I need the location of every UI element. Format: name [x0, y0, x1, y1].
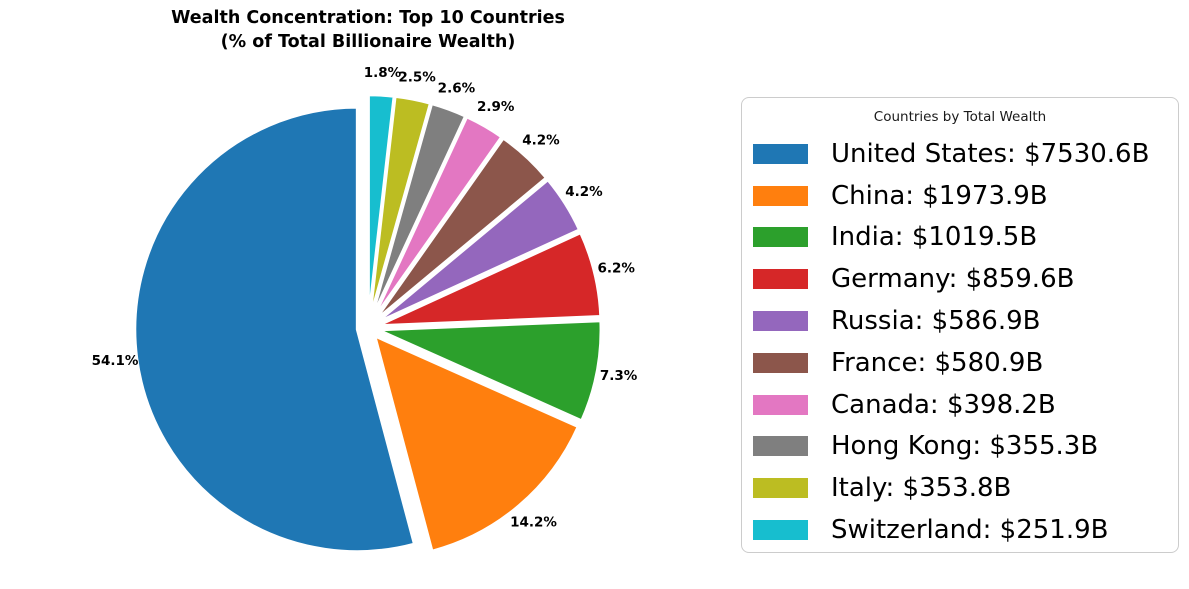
- legend-item-india: India: $1019.5B: [742, 217, 1178, 259]
- legend-swatch: [753, 394, 808, 415]
- legend-item-united-states: United States: $7530.6B: [742, 133, 1178, 175]
- pct-label-united-states: 54.1%: [92, 353, 139, 369]
- legend-swatch: [753, 311, 808, 332]
- legend-swatch: [753, 269, 808, 290]
- chart-title-line2: (% of Total Billionaire Wealth): [220, 31, 516, 52]
- pie-slice-china: [373, 335, 580, 553]
- pct-label-india: 7.3%: [600, 368, 638, 384]
- legend-item-label: Canada: $398.2B: [831, 389, 1056, 420]
- legend-item-label: Russia: $586.9B: [831, 306, 1041, 337]
- legend-item-switzerland: Switzerland: $251.9B: [742, 509, 1178, 551]
- chart-title: Wealth Concentration: Top 10 Countries (…: [0, 7, 736, 54]
- pie-slice-united-states: [133, 106, 416, 553]
- pct-label-hong-kong: 2.6%: [438, 81, 476, 97]
- pie-slice-switzerland: [367, 93, 396, 319]
- legend-swatch: [753, 143, 808, 164]
- pct-label-italy: 2.5%: [398, 70, 436, 86]
- legend-item-label: Switzerland: $251.9B: [831, 515, 1109, 546]
- legend-swatch: [753, 185, 808, 206]
- legend-item-germany: Germany: $859.6B: [742, 258, 1178, 300]
- pct-label-canada: 2.9%: [477, 99, 515, 115]
- legend-item-label: United States: $7530.6B: [831, 138, 1150, 169]
- legend-item-label: Italy: $353.8B: [831, 473, 1012, 504]
- legend-item-label: France: $580.9B: [831, 347, 1044, 378]
- legend-items: United States: $7530.6B China: $1973.9B In…: [742, 133, 1178, 551]
- legend-item-label: Hong Kong: $355.3B: [831, 431, 1099, 462]
- legend-item-label: Germany: $859.6B: [831, 264, 1075, 295]
- legend-title: Countries by Total Wealth: [873, 109, 1047, 125]
- legend: Countries by Total Wealth United States:…: [741, 97, 1179, 553]
- pct-label-france: 4.2%: [522, 132, 560, 148]
- pie-slice-india: [377, 319, 603, 422]
- legend-item-canada: Canada: $398.2B: [742, 384, 1178, 426]
- legend-item-france: France: $580.9B: [742, 342, 1178, 384]
- legend-swatch: [753, 520, 808, 541]
- pie-slice-germany: [377, 231, 602, 327]
- pie-slice-france: [374, 137, 548, 322]
- pie-slice-hong-kong: [370, 102, 467, 319]
- pie-chart: 54.1% 14.2% 7.3% 6.2% 4.2% 4.2% 2.9%2.6%2.5%1.…: [92, 65, 638, 553]
- pct-label-china: 14.2%: [510, 514, 557, 530]
- pie-slice-russia: [376, 178, 581, 324]
- legend-item-hong-kong: Hong Kong: $355.3B: [742, 426, 1178, 468]
- legend-swatch: [753, 478, 808, 499]
- legend-item-russia: Russia: $586.9B: [742, 300, 1178, 342]
- legend-swatch: [753, 227, 808, 248]
- legend-swatch: [753, 436, 808, 457]
- legend-swatch: [753, 352, 808, 373]
- legend-item-italy: Italy: $353.8B: [742, 467, 1178, 509]
- pct-label-switzerland: 1.8%: [364, 65, 402, 81]
- legend-item-label: China: $1973.9B: [831, 180, 1048, 211]
- pct-label-russia: 4.2%: [565, 184, 603, 200]
- pct-label-germany: 6.2%: [597, 261, 635, 277]
- chart-title-line1: Wealth Concentration: Top 10 Countries: [171, 8, 565, 28]
- pie-slice-italy: [368, 95, 432, 319]
- legend-item-label: India: $1019.5B: [831, 222, 1038, 253]
- pie-slice-canada: [372, 115, 503, 320]
- legend-item-china: China: $1973.9B: [742, 175, 1178, 217]
